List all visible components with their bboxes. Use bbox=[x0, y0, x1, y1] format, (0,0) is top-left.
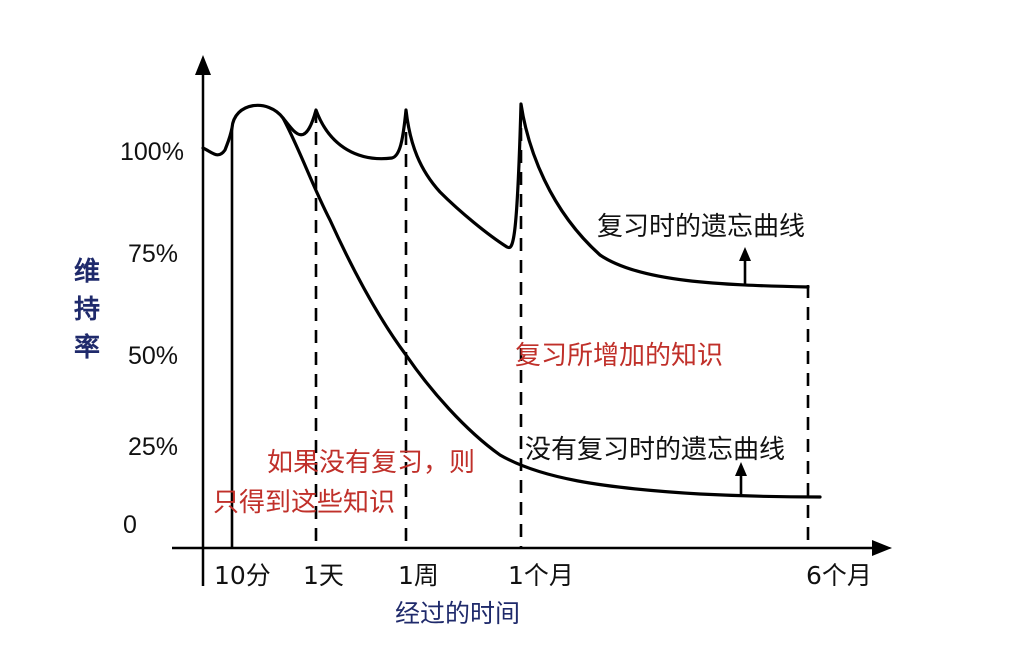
y-axis-label-char-2: 率 bbox=[74, 332, 100, 363]
annotation-if-no-review: 如果没有复习，则 bbox=[267, 448, 475, 478]
annotation-no-review-curve: 没有复习时的遗忘曲线 bbox=[525, 435, 785, 465]
y-tick-25: 25% bbox=[128, 433, 178, 461]
y-tick-100: 100% bbox=[120, 138, 184, 166]
arrow-up-no-review-head bbox=[735, 462, 747, 476]
x-tick-1week: 1周 bbox=[398, 561, 439, 590]
annotation-only-this-knowledge: 只得到这些知识 bbox=[213, 488, 395, 518]
x-tick-6month: 6个月 bbox=[806, 561, 872, 590]
x-axis-label: 经过的时间 bbox=[395, 599, 520, 628]
series-with-review-curve bbox=[201, 102, 810, 289]
x-axis-arrow bbox=[872, 540, 892, 556]
x-tick-1month: 1个月 bbox=[508, 561, 574, 590]
y-tick-75: 75% bbox=[128, 240, 178, 268]
y-tick-50: 50% bbox=[128, 342, 178, 370]
y-axis-arrow bbox=[195, 55, 211, 75]
annotation-review-curve: 复习时的遗忘曲线 bbox=[597, 212, 805, 242]
y-axis-label-char-0: 维 bbox=[74, 256, 100, 287]
y-tick-0: 0 bbox=[123, 511, 137, 539]
x-tick-10min: 10分 bbox=[214, 561, 271, 590]
x-tick-1day: 1天 bbox=[303, 561, 344, 590]
arrow-up-review-head bbox=[739, 247, 751, 261]
series-no-review-curve bbox=[281, 116, 822, 499]
annotation-added-knowledge: 复习所增加的知识 bbox=[515, 341, 723, 371]
y-axis-label-char-1: 持 bbox=[74, 295, 100, 325]
y-axis-label: 维 持 率 bbox=[74, 256, 100, 363]
